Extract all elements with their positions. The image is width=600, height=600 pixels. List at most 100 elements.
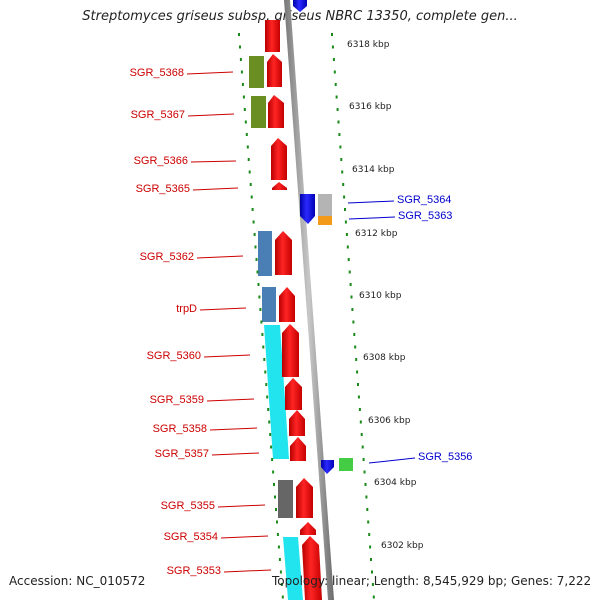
gene-arrow-forward[interactable] xyxy=(300,522,316,535)
gene-label-forward[interactable]: SGR_5368 xyxy=(130,67,184,79)
gene-label-forward[interactable]: SGR_5358 xyxy=(153,423,207,435)
cds-box[interactable] xyxy=(251,96,266,128)
tick-mark xyxy=(251,208,254,211)
tick-mark xyxy=(268,420,271,424)
tick-mark xyxy=(271,458,274,461)
gene-label-forward[interactable]: SGR_5355 xyxy=(161,500,215,512)
tick-mark xyxy=(249,183,252,186)
gene-label-forward[interactable]: SGR_5360 xyxy=(147,350,201,362)
gene-arrow-forward[interactable] xyxy=(296,478,313,518)
cds-box[interactable] xyxy=(258,231,272,276)
tick-mark xyxy=(368,533,371,536)
tick-mark xyxy=(241,83,244,86)
gene-label-reverse[interactable]: SGR_5364 xyxy=(397,194,451,206)
gene-label-forward[interactable]: SGR_5365 xyxy=(136,183,190,195)
gene-arrow-partial[interactable] xyxy=(293,0,307,12)
scale-label: 6314 kbp xyxy=(352,165,395,175)
tick-mark xyxy=(348,270,351,274)
tick-mark xyxy=(370,558,372,561)
tick-mark xyxy=(337,120,340,124)
tick-mark xyxy=(239,58,242,61)
scale-label: 6306 kbp xyxy=(368,416,411,426)
tick-mark xyxy=(359,420,362,424)
gene-arrow-forward[interactable] xyxy=(290,437,306,461)
tick-mark xyxy=(258,295,261,299)
gene-arrow-reverse[interactable] xyxy=(321,460,334,474)
gene-arrow-forward[interactable] xyxy=(282,324,299,377)
tick-mark xyxy=(364,483,367,486)
tick-mark xyxy=(351,308,354,311)
cds-box[interactable] xyxy=(339,458,353,471)
left-tick-marks xyxy=(238,33,284,599)
gene-label-forward[interactable]: trpD xyxy=(176,303,197,315)
scale-label: 6310 kbp xyxy=(359,291,402,301)
gene-arrow-forward[interactable] xyxy=(289,410,305,436)
cds-box[interactable] xyxy=(249,56,264,88)
gene-arrow-forward[interactable] xyxy=(267,54,282,87)
gene-label-forward[interactable]: SGR_5359 xyxy=(150,394,204,406)
tick-mark xyxy=(362,458,365,461)
gene-label-reverse[interactable]: SGR_5363 xyxy=(398,210,452,222)
gene-label-forward[interactable]: SGR_5367 xyxy=(131,109,185,121)
gene-arrow-forward[interactable] xyxy=(275,231,292,275)
tick-mark xyxy=(334,83,337,86)
label-leader-line xyxy=(211,452,260,456)
label-leader-line xyxy=(203,354,251,358)
tick-mark xyxy=(278,558,281,561)
label-leader-line xyxy=(348,216,396,220)
cds-box[interactable] xyxy=(278,480,293,518)
tick-mark xyxy=(269,433,272,436)
tick-mark xyxy=(243,108,246,111)
gene-label-forward[interactable]: SGR_5357 xyxy=(155,448,209,460)
gene-arrow-forward[interactable] xyxy=(279,287,295,322)
gene-arrow-forward[interactable] xyxy=(271,138,287,180)
tick-mark xyxy=(247,158,250,161)
gene-label-forward[interactable]: SGR_5366 xyxy=(134,155,188,167)
label-leader-line xyxy=(209,427,258,431)
tick-mark xyxy=(270,445,273,449)
tick-mark xyxy=(344,208,346,211)
cds-box[interactable] xyxy=(264,325,289,459)
tick-mark xyxy=(335,95,338,99)
tick-mark xyxy=(333,70,336,74)
gene-label-forward[interactable]: SGR_5354 xyxy=(164,531,218,543)
tick-mark xyxy=(340,158,343,161)
label-leader-line xyxy=(220,535,269,539)
tick-mark xyxy=(331,45,334,49)
gene-label-reverse[interactable]: SGR_5356 xyxy=(418,451,472,463)
tick-mark xyxy=(366,508,369,511)
gene-label-forward[interactable]: SGR_5362 xyxy=(140,251,194,263)
gene-arrow-forward[interactable] xyxy=(265,20,280,52)
label-leader-line xyxy=(186,71,234,75)
tick-mark xyxy=(274,495,276,499)
cds-box[interactable] xyxy=(318,216,332,225)
tick-mark xyxy=(365,495,368,499)
tick-mark xyxy=(371,583,374,586)
tick-mark xyxy=(367,520,370,524)
label-leader-line xyxy=(217,504,266,508)
tick-mark xyxy=(345,233,348,236)
gene-arrow-forward[interactable] xyxy=(268,95,284,128)
tick-mark xyxy=(338,133,341,136)
tick-mark xyxy=(352,320,355,324)
tick-mark xyxy=(360,433,363,436)
tick-mark xyxy=(277,545,280,549)
cds-box[interactable] xyxy=(318,194,332,216)
tick-mark xyxy=(354,345,357,349)
gene-arrow-reverse[interactable] xyxy=(300,194,315,224)
tick-mark xyxy=(272,470,275,474)
tick-mark xyxy=(346,245,349,249)
scale-label: 6316 kbp xyxy=(349,102,392,112)
gene-label-forward[interactable]: SGR_5353 xyxy=(167,565,221,577)
tick-mark xyxy=(264,370,267,374)
tick-mark xyxy=(242,95,245,99)
map-title: Streptomyces griseus subsp. griseus NBRC… xyxy=(82,9,518,24)
cds-box[interactable] xyxy=(283,537,303,600)
cds-box[interactable] xyxy=(262,287,276,322)
gene-arrow-forward[interactable] xyxy=(272,182,287,190)
gene-arrow-forward[interactable] xyxy=(285,378,302,410)
scale-label: 6302 kbp xyxy=(381,541,424,551)
gene-arrow-forward[interactable] xyxy=(302,536,322,600)
tick-mark xyxy=(353,333,356,336)
